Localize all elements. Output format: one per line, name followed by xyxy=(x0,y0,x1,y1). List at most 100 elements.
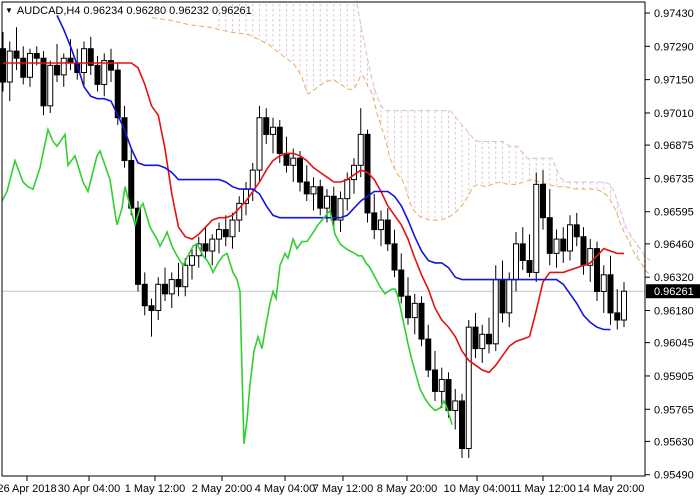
time-axis-label[interactable]: 2 May 20:00 xyxy=(192,483,253,495)
candle-body xyxy=(101,60,108,85)
candle-body xyxy=(499,279,506,314)
current-price-badge-label: 0.96261 xyxy=(654,286,694,298)
price-axis-label[interactable]: 0.97150 xyxy=(654,75,694,87)
price-axis-label[interactable]: 0.95490 xyxy=(654,470,694,482)
tenkan-sen-line xyxy=(3,62,624,374)
candle-body xyxy=(337,198,344,221)
candle-body xyxy=(148,305,155,311)
price-axis-label[interactable]: 0.95630 xyxy=(654,436,694,448)
current-price-badge xyxy=(646,284,700,299)
price-axis-label[interactable]: 0.96735 xyxy=(654,173,694,185)
candle-body xyxy=(108,60,114,71)
candle-body xyxy=(573,224,580,238)
price-axis-label[interactable]: 0.96595 xyxy=(654,207,694,219)
candle-body xyxy=(607,274,614,314)
candle-body xyxy=(479,333,486,350)
candle-body xyxy=(303,181,310,195)
candle-body xyxy=(141,283,148,307)
price-axis-label[interactable]: 0.96045 xyxy=(654,338,694,350)
price-axis-label[interactable]: 0.95905 xyxy=(654,371,694,383)
candle-body xyxy=(94,64,101,85)
candle-body xyxy=(614,312,621,321)
candle-body xyxy=(580,236,587,266)
time-axis-label[interactable]: 4 May 04:00 xyxy=(255,483,316,495)
kijun-sen-line xyxy=(56,15,611,331)
candle-body xyxy=(54,64,60,76)
candle-body xyxy=(87,48,94,66)
time-axis-label[interactable]: 11 May 12:00 xyxy=(510,483,576,495)
price-axis-label[interactable]: 0.96320 xyxy=(654,272,694,284)
symbol-marker-icon: ▼ xyxy=(5,6,13,15)
candle-body xyxy=(276,126,283,154)
price-axis-label[interactable]: 0.95765 xyxy=(654,404,694,416)
candle-body xyxy=(418,302,425,340)
candle-body xyxy=(351,164,357,181)
candle-body xyxy=(621,290,627,321)
candle-body xyxy=(162,283,168,295)
senkou-a-line xyxy=(151,17,651,276)
candle-body xyxy=(6,50,13,83)
time-axis-label[interactable]: 30 Apr 04:00 xyxy=(58,483,120,495)
price-axis-label[interactable]: 0.96875 xyxy=(654,140,694,152)
candle-body xyxy=(283,152,290,166)
candle-body xyxy=(357,133,364,166)
candle-body xyxy=(168,279,175,295)
candle-body xyxy=(425,338,432,371)
candle-body xyxy=(216,229,222,240)
chart-ohlc-info: ▼ AUDCAD,H4 0.96234 0.96280 0.96232 0.962… xyxy=(5,5,252,17)
candle-body xyxy=(0,48,6,83)
price-axis-label[interactable]: 0.96460 xyxy=(654,239,694,251)
candle-body xyxy=(391,243,398,271)
candle-body xyxy=(270,126,276,135)
candle-body xyxy=(114,69,121,119)
candle-body xyxy=(600,274,607,292)
candle-body xyxy=(526,260,533,273)
candle-body xyxy=(47,64,54,107)
price-axis-label[interactable]: 0.97290 xyxy=(654,41,694,53)
time-axis-label[interactable]: 8 May 20:00 xyxy=(377,483,438,495)
candle-body xyxy=(209,238,216,252)
candle-body xyxy=(155,283,162,312)
candle-body xyxy=(378,219,384,231)
candle-body xyxy=(398,269,405,297)
time-axis-label[interactable]: 10 May 04:00 xyxy=(444,483,511,495)
candle-body xyxy=(519,243,526,262)
candle-body xyxy=(182,264,189,288)
candle-body xyxy=(175,279,182,288)
candle-body xyxy=(506,279,513,314)
chikou-span-line xyxy=(1,126,453,444)
candle-body xyxy=(81,48,87,73)
candle-body xyxy=(560,238,567,252)
candle-body xyxy=(405,295,411,319)
candle-body xyxy=(202,243,209,252)
candle-body xyxy=(263,117,270,135)
candle-body xyxy=(135,207,141,285)
candle-body xyxy=(438,379,445,392)
price-axis-label[interactable]: 0.97010 xyxy=(654,108,694,120)
candle-body xyxy=(324,195,330,209)
price-axis-label[interactable]: 0.96180 xyxy=(654,306,694,318)
candle-body xyxy=(513,243,519,281)
time-axis-label[interactable]: 14 May 20:00 xyxy=(578,483,645,495)
candle-body xyxy=(195,243,202,257)
time-axis-label[interactable]: 1 May 12:00 xyxy=(125,483,186,495)
time-axis-label[interactable]: 26 Apr 2018 xyxy=(0,483,57,495)
candle-body xyxy=(20,57,27,78)
candle-body xyxy=(486,333,492,345)
candle-body xyxy=(452,400,459,411)
price-axis-label[interactable]: 0.97430 xyxy=(654,8,694,20)
candle-body xyxy=(121,117,128,162)
candle-body xyxy=(290,157,297,166)
candle-body xyxy=(60,57,67,76)
candle-body xyxy=(411,302,418,319)
candle-body xyxy=(553,238,560,254)
candle-body xyxy=(33,52,40,59)
senkou-b-line xyxy=(355,0,651,261)
time-axis-label[interactable]: 7 May 12:00 xyxy=(313,483,374,495)
candle-body xyxy=(27,52,33,78)
candle-body xyxy=(567,224,573,252)
candle-body xyxy=(533,183,540,273)
candle-body xyxy=(297,157,303,183)
